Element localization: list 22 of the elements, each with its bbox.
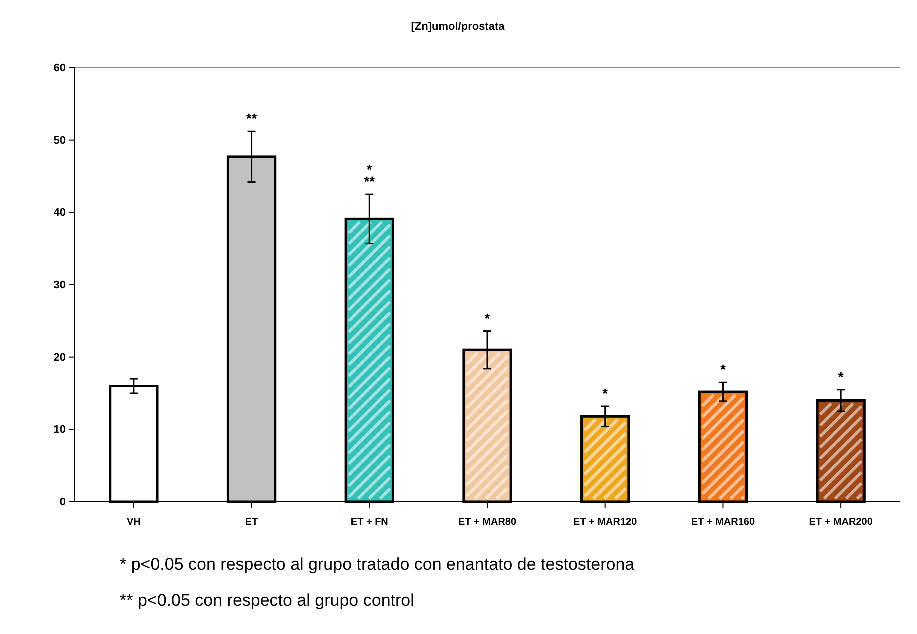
x-tick-label: ET + FN bbox=[350, 517, 388, 528]
x-tick-label: ET bbox=[245, 517, 258, 528]
text: * p<0.05 con respecto al grupo tratado con enantato de testosterona bbox=[120, 555, 636, 574]
x-tick-label: ET + MAR200 bbox=[809, 517, 874, 528]
x-tick-label: ET + MAR80 bbox=[458, 517, 517, 528]
annotation: ** bbox=[246, 110, 258, 127]
y-tick-label: 40 bbox=[54, 207, 66, 220]
y-tick-label: 20 bbox=[54, 352, 66, 364]
y-tick-label: 60 bbox=[54, 62, 66, 75]
y-tick-label: 10 bbox=[54, 424, 66, 436]
x-tick-label: ET + MAR160 bbox=[691, 517, 756, 528]
chart-title: [Zn]umol/prostata bbox=[411, 21, 506, 33]
x-tick-label: ET + MAR120 bbox=[574, 517, 638, 528]
annotation: * bbox=[720, 362, 726, 378]
annotation: * bbox=[484, 310, 491, 326]
y-tick-label: 0 bbox=[60, 496, 66, 509]
y-tick-label: 50 bbox=[54, 134, 66, 147]
annotation: * bbox=[602, 386, 609, 402]
text: ** p<0.05 con respecto al grupo control bbox=[120, 591, 414, 610]
annotation: * bbox=[838, 368, 844, 385]
x-tick-label: VH bbox=[126, 517, 141, 528]
y-tick-label: 30 bbox=[54, 280, 66, 292]
